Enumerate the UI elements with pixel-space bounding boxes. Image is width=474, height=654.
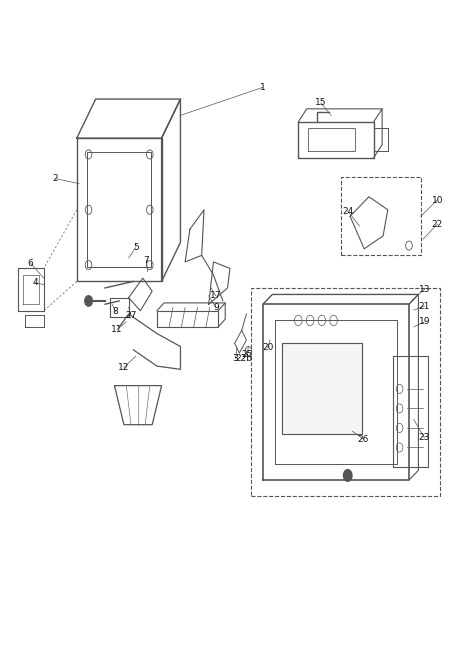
Text: 15: 15 [315,99,327,107]
Text: 23: 23 [419,433,430,442]
Text: 12: 12 [118,363,129,372]
Text: 20: 20 [262,343,273,353]
Text: 24: 24 [342,207,353,216]
Text: 21: 21 [419,301,430,311]
Text: 7: 7 [144,256,149,265]
Text: 26: 26 [357,434,369,443]
Circle shape [85,296,92,306]
Text: 2: 2 [53,174,58,183]
Text: 1: 1 [260,83,266,92]
Bar [341,177,421,255]
Text: 19: 19 [419,317,430,326]
Text: 22b: 22b [236,354,253,363]
Text: 3: 3 [233,354,238,363]
Text: 27: 27 [125,311,137,320]
Circle shape [344,470,352,481]
Text: 13: 13 [419,284,430,294]
Text: 9: 9 [213,303,219,312]
Text: 17: 17 [210,291,221,300]
Text: 11: 11 [111,325,123,334]
Text: 5: 5 [133,243,138,252]
Text: 25: 25 [242,350,253,359]
Text: 22: 22 [432,220,443,229]
Text: 6: 6 [28,259,34,267]
Text: 8: 8 [112,307,118,316]
Text: 10: 10 [431,196,443,205]
Bar [251,288,439,496]
Text: 4: 4 [33,278,38,287]
